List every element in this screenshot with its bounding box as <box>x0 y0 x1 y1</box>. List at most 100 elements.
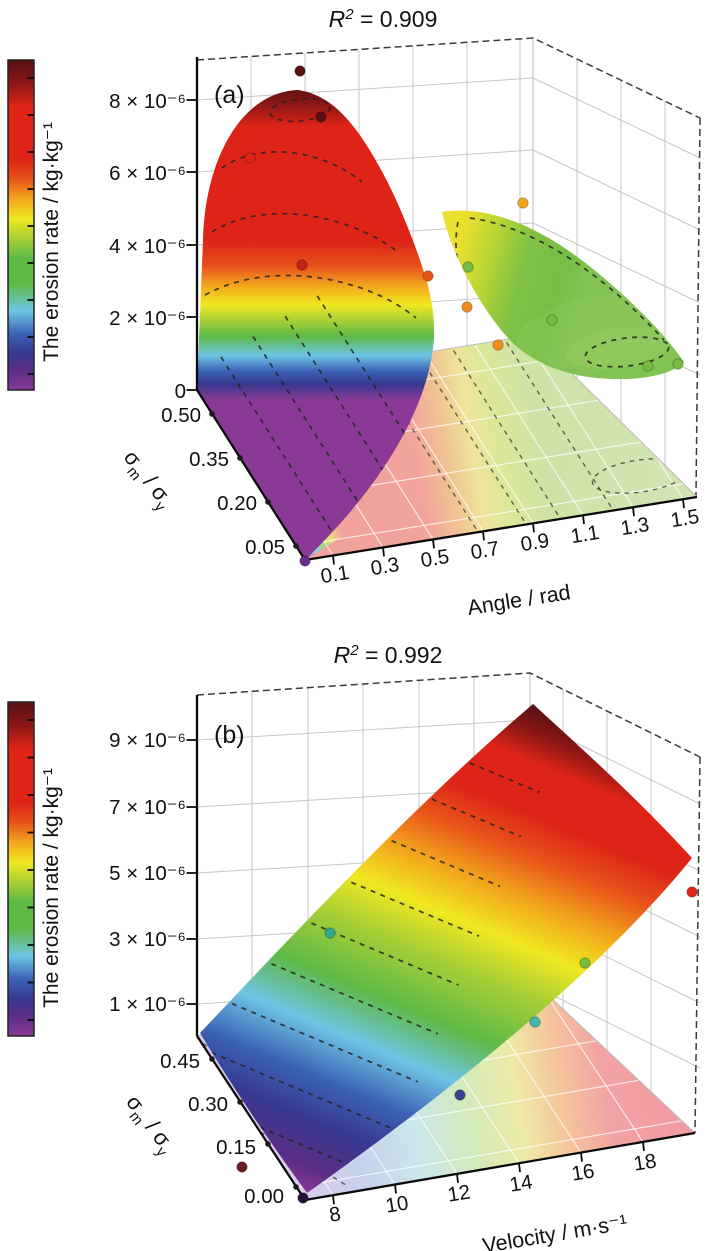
y-tick-label: 0.30 <box>188 1093 228 1116</box>
x-tick-mark <box>682 499 685 509</box>
x-tick-mark <box>456 1173 459 1183</box>
box-right-edge-a <box>695 117 701 498</box>
x-axis-label-a: Angle / rad <box>466 580 572 620</box>
surface-ramp-b <box>200 704 692 1193</box>
x-tick-mark <box>518 1163 521 1173</box>
x-tick-mark <box>332 1195 335 1205</box>
y-tick-label: 0.05 <box>245 536 285 559</box>
colorbar-label-a: The erosion rate / kg·kg⁻¹ <box>40 122 63 362</box>
y-tick-dot <box>293 1184 299 1190</box>
x-tick-mark <box>580 1152 583 1162</box>
panel-label-b: (b) <box>214 721 245 749</box>
scatter-point <box>517 197 529 209</box>
floor-contour <box>419 356 525 522</box>
colorbar-ticks-b <box>27 719 34 1021</box>
floor-grid-line <box>424 353 534 524</box>
scatter-point <box>297 1192 309 1204</box>
y-axis-label-b: σm / σy <box>117 1090 181 1161</box>
shelf-contour-ring <box>584 336 670 368</box>
x-tick-label: 14 <box>508 1170 534 1196</box>
surface-mountain-a <box>197 90 435 560</box>
scatter-point <box>686 886 698 898</box>
box-top-edge-a <box>196 37 701 119</box>
scatter-point <box>422 270 434 282</box>
scatter-points-a <box>244 65 684 567</box>
x-tick-label: 1.5 <box>669 505 701 532</box>
axis-ticks-b <box>186 739 645 1205</box>
z-tick-label: 8 × 10⁻⁶ <box>109 90 186 113</box>
x-tick-label: 8 <box>328 1202 343 1227</box>
z-tick-label: 2 × 10⁻⁶ <box>109 307 186 330</box>
mountain-contour-2 <box>211 212 399 253</box>
panel-b: The erosion rate / kg·kg⁻¹ R2 = 0.992 (b… <box>7 642 701 1251</box>
floor-grid-line <box>534 978 644 1143</box>
scatter-point <box>492 339 504 351</box>
wall-grid-line <box>196 77 534 101</box>
y-tick-dot <box>265 1141 271 1147</box>
panel-label-a: (a) <box>214 81 245 109</box>
z-tick-label: 9 × 10⁻⁶ <box>109 729 186 752</box>
z-tick-label: 1 × 10⁻⁶ <box>109 993 186 1016</box>
scatter-point <box>579 957 591 969</box>
scatter-point <box>299 555 311 567</box>
floor-right-edge-b <box>529 977 696 1134</box>
y-tick-label: 0.20 <box>217 492 257 515</box>
x-tick-label: 1.1 <box>569 521 601 548</box>
x-tick-label: 0.5 <box>419 545 451 572</box>
x-tick-label: 10 <box>384 1191 410 1217</box>
x-tick-label: 0.7 <box>469 537 501 564</box>
x-tick-label: 16 <box>570 1159 596 1185</box>
scatter-point <box>454 1089 466 1101</box>
z-tick-label: 4 × 10⁻⁶ <box>109 235 186 258</box>
z-tick-label: 7 × 10⁻⁶ <box>109 796 186 819</box>
x-axis-label-b: Velocity / m·s⁻¹ <box>481 1210 629 1251</box>
floor-grid-line <box>524 336 634 508</box>
wall-grid-line <box>532 149 701 231</box>
floor-contour <box>453 350 559 516</box>
wall-grid-line <box>532 222 701 304</box>
plot-title-b: R2 = 0.992 <box>334 642 443 668</box>
z-tick-label: 5 × 10⁻⁶ <box>109 862 186 885</box>
scatter-point <box>244 152 256 164</box>
mountain-contour-3 <box>204 274 417 319</box>
y-tick-label: 0.35 <box>189 448 229 471</box>
scatter-point <box>529 1016 541 1028</box>
scatter-point <box>324 927 336 939</box>
floor-grid-line <box>295 482 689 547</box>
x-tick-mark <box>432 539 435 549</box>
y-tick-dot <box>293 543 299 549</box>
scatter-point <box>461 301 473 313</box>
box-right-edge-b <box>694 756 701 1134</box>
scatter-point <box>642 360 654 372</box>
surface-contour <box>220 356 351 560</box>
floor-grid-line <box>474 344 584 516</box>
x-tick-mark <box>382 547 385 557</box>
shelf-contour-back <box>469 217 665 341</box>
scatter-point <box>296 259 308 271</box>
scatter-points-b <box>236 886 698 1204</box>
x-tick-label: 1.3 <box>619 513 651 540</box>
y-tick-dot <box>237 1099 243 1105</box>
colorbar-ticks-a <box>27 77 34 375</box>
scatter-point <box>546 314 558 326</box>
x-tick-label: 0.1 <box>319 561 351 588</box>
colorbar-b <box>7 701 35 1037</box>
x-tick-label: 18 <box>632 1149 658 1175</box>
x-tick-mark <box>642 1141 645 1151</box>
y-tick-dot <box>265 499 271 505</box>
x-tick-mark <box>632 507 635 517</box>
scatter-point <box>315 111 327 123</box>
x-axis-a <box>304 495 698 562</box>
plot-title-a: R2 = 0.909 <box>329 6 438 32</box>
scatter-point <box>236 1161 248 1173</box>
x-tick-label: 12 <box>446 1180 472 1206</box>
colorbar-a <box>7 59 35 391</box>
x-axis-b <box>304 1131 696 1202</box>
z-tick-label: 3 × 10⁻⁶ <box>109 928 186 951</box>
colorbar-label-b: The erosion rate / kg·kg⁻¹ <box>40 768 63 1008</box>
wall-grid-line <box>196 719 531 741</box>
y-tick-dot <box>209 1056 215 1062</box>
y-axis-b <box>196 1035 306 1201</box>
y-tick-label: 0.00 <box>244 1185 284 1208</box>
